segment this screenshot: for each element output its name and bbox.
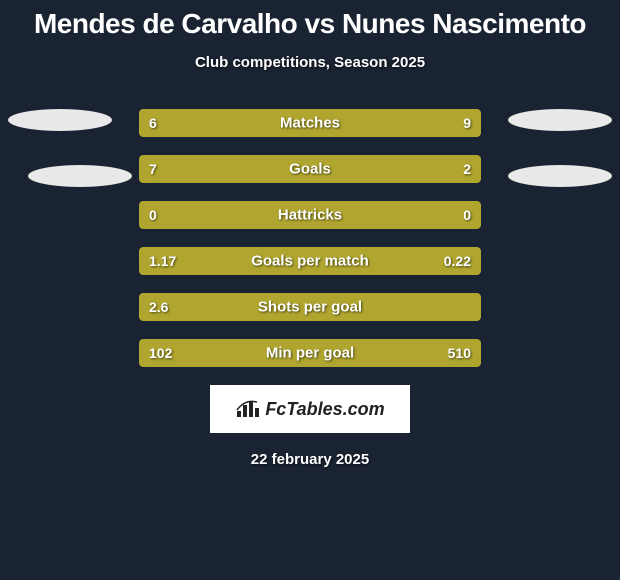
stat-label: Hattricks <box>278 207 342 224</box>
player-left-badges <box>8 109 132 221</box>
stat-label: Goals per match <box>251 253 369 270</box>
stat-value-right: 0 <box>463 207 471 223</box>
stat-value-left: 1.17 <box>149 253 176 269</box>
stat-label: Goals <box>289 161 331 178</box>
fctables-icon <box>235 399 259 419</box>
player-right-badge <box>508 109 612 131</box>
stat-label: Matches <box>280 115 340 132</box>
stat-value-right: 2 <box>463 161 471 177</box>
subtitle: Club competitions, Season 2025 <box>0 54 620 71</box>
stat-value-right: 0.22 <box>444 253 471 269</box>
bar-fill-left <box>139 109 276 137</box>
logo-box[interactable]: FcTables.com <box>210 385 410 433</box>
logo-text: FcTables.com <box>265 399 384 420</box>
stat-value-left: 0 <box>149 207 157 223</box>
player-left-badge <box>8 109 112 131</box>
player-left-badge <box>28 165 132 187</box>
bar-fill-left <box>139 155 406 183</box>
stat-value-left: 102 <box>149 345 172 361</box>
stat-row: 102 Min per goal 510 <box>139 339 481 367</box>
stat-label: Shots per goal <box>258 299 362 316</box>
stat-row: 2.6 Shots per goal <box>139 293 481 321</box>
stat-value-left: 7 <box>149 161 157 177</box>
bars-container: 6 Matches 9 7 Goals 2 0 Hattricks 0 1.17 Goals per… <box>139 109 481 367</box>
stat-value-right: 9 <box>463 115 471 131</box>
comparison-chart: 6 Matches 9 7 Goals 2 0 Hattricks 0 1.17 Goals per… <box>0 109 620 367</box>
player-right-badges <box>508 109 612 221</box>
stat-row: 7 Goals 2 <box>139 155 481 183</box>
player-right-badge <box>508 165 612 187</box>
stat-value-left: 2.6 <box>149 299 168 315</box>
page-title: Mendes de Carvalho vs Nunes Nascimento <box>0 0 620 40</box>
stat-value-left: 6 <box>149 115 157 131</box>
stat-label: Min per goal <box>266 345 354 362</box>
stat-value-right: 510 <box>448 345 471 361</box>
stat-row: 0 Hattricks 0 <box>139 201 481 229</box>
stat-row: 1.17 Goals per match 0.22 <box>139 247 481 275</box>
date-text: 22 february 2025 <box>0 451 620 468</box>
stat-row: 6 Matches 9 <box>139 109 481 137</box>
